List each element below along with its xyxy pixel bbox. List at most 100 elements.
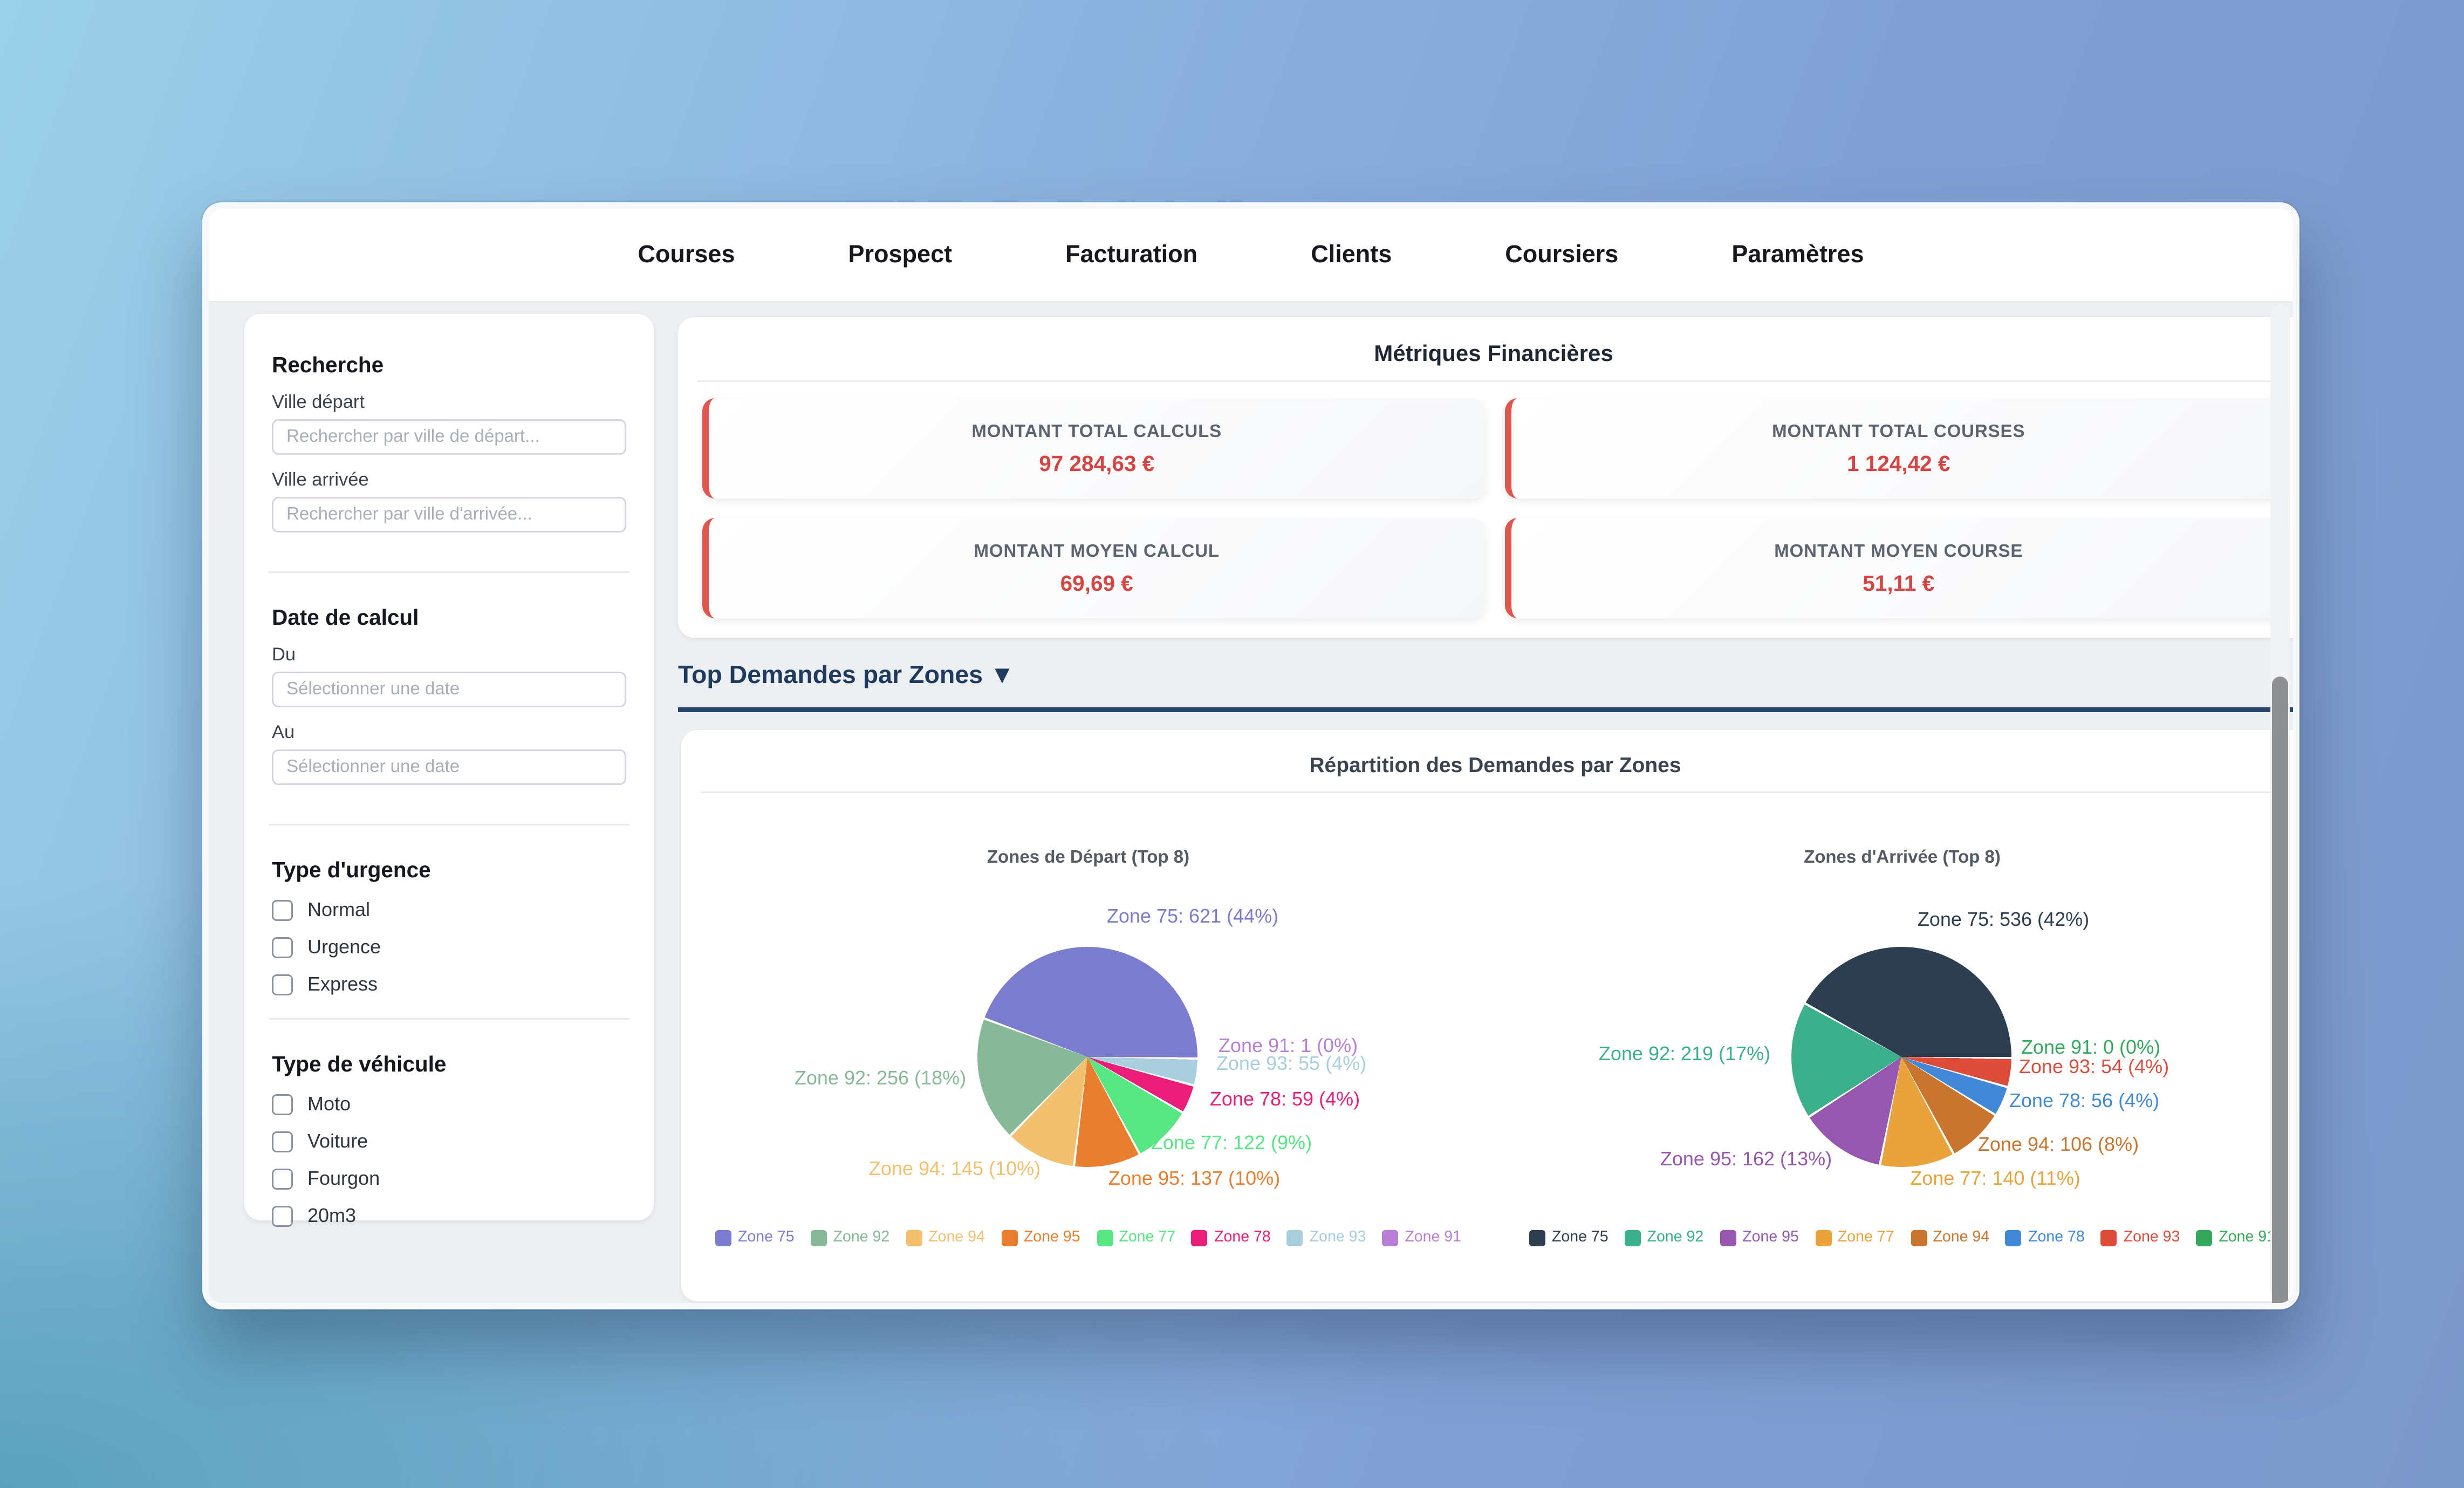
legend-label: Zone 94	[1933, 1228, 1990, 1246]
legend-swatch-icon	[1001, 1229, 1017, 1246]
legend-item-zone-94[interactable]: Zone 94	[906, 1228, 985, 1246]
legend-item-zone-78[interactable]: Zone 78	[2006, 1228, 2085, 1246]
legend-label: Zone 95	[1023, 1228, 1080, 1246]
legend-swatch-icon	[1815, 1229, 1831, 1246]
legend-item-zone-95[interactable]: Zone 95	[1720, 1228, 1799, 1246]
legend-item-zone-91[interactable]: Zone 91	[2196, 1228, 2275, 1246]
pie-label-zone-95: Zone 95: 162 (13%)	[1660, 1148, 1832, 1170]
chart-card-title: Répartition des Demandes par Zones	[1309, 753, 1681, 777]
checkbox-label: 20m3	[307, 1204, 357, 1227]
legend-swatch-icon	[715, 1229, 731, 1246]
date-au-label: Au	[272, 723, 295, 743]
legend-item-zone-75[interactable]: Zone 75	[1529, 1228, 1609, 1246]
legend-swatch-icon	[1382, 1229, 1399, 1246]
metric-value: 51,11 €	[1863, 570, 1935, 595]
date-du-label: Du	[272, 646, 296, 665]
urgence-section-title: Type d'urgence	[272, 858, 431, 882]
ville-arrivee-input[interactable]	[272, 497, 626, 533]
card-divider	[701, 791, 2290, 793]
legend-item-zone-93[interactable]: Zone 93	[2100, 1228, 2180, 1246]
sidebar-divider	[269, 1018, 629, 1020]
checkbox-row-express[interactable]: Express	[272, 973, 626, 995]
legend-item-zone-92[interactable]: Zone 92	[1624, 1228, 1703, 1246]
pie-label-zone-91: Zone 91: 0 (0%)	[2021, 1036, 2161, 1059]
checkbox-normal[interactable]	[272, 899, 293, 920]
legend-item-zone-78[interactable]: Zone 78	[1192, 1228, 1271, 1246]
nav-item-prospect[interactable]: Prospect	[848, 241, 953, 269]
metric-value: 69,69 €	[1060, 570, 1133, 595]
legend-label: Zone 95	[1742, 1228, 1799, 1246]
pie-label-zone-91: Zone 91: 1 (0%)	[1218, 1034, 1358, 1057]
nav-item-param-tres[interactable]: Paramètres	[1731, 241, 1864, 269]
checkbox-fourgon[interactable]	[272, 1168, 293, 1189]
metrics-title: Métriques Financières	[1374, 340, 1613, 366]
legend-item-zone-77[interactable]: Zone 77	[1815, 1228, 1894, 1246]
legend-swatch-icon	[810, 1229, 827, 1246]
legend-swatch-icon	[2196, 1229, 2213, 1246]
legend-swatch-icon	[1720, 1229, 1736, 1246]
checkbox-20m3[interactable]	[272, 1205, 293, 1226]
checkbox-row-moto[interactable]: Moto	[272, 1093, 626, 1115]
legend-item-zone-94[interactable]: Zone 94	[1910, 1228, 1990, 1246]
checkbox-urgence[interactable]	[272, 936, 293, 958]
pie-label-zone-78: Zone 78: 59 (4%)	[1209, 1088, 1360, 1110]
pie-label-zone-92: Zone 92: 256 (18%)	[794, 1067, 967, 1089]
checkbox-voiture[interactable]	[272, 1130, 293, 1152]
legend-swatch-icon	[2006, 1229, 2022, 1246]
legend-label: Zone 77	[1837, 1228, 1894, 1246]
metric-value: 97 284,63 €	[1039, 451, 1155, 475]
urgence-options: Normal Urgence Express	[272, 898, 626, 995]
scrollbar-thumb[interactable]	[2272, 677, 2288, 1303]
legend-item-zone-91[interactable]: Zone 91	[1382, 1228, 1461, 1246]
date-au-input[interactable]	[272, 749, 626, 785]
pie-label-zone-93: Zone 93: 54 (4%)	[2018, 1055, 2169, 1078]
date-du-input[interactable]	[272, 672, 626, 707]
legend-item-zone-77[interactable]: Zone 77	[1096, 1228, 1175, 1246]
nav-item-clients[interactable]: Clients	[1311, 241, 1392, 269]
legend-item-zone-75[interactable]: Zone 75	[715, 1228, 795, 1246]
pie-legend-arrival: Zone 75 Zone 92 Zone 95 Zone 77 Zone 94 Zone …	[1495, 1228, 2293, 1246]
charts-row: Zones de Départ (Top 8) Zone 75: 621 (44…	[681, 824, 2293, 1301]
financial-metrics-card: Métriques Financières MONTANT TOTAL CALC…	[678, 317, 2293, 638]
nav-item-coursiers[interactable]: Coursiers	[1505, 241, 1619, 269]
legend-label: Zone 93	[2123, 1228, 2180, 1246]
checkbox-row-normal[interactable]: Normal	[272, 898, 626, 921]
ville-depart-input[interactable]	[272, 419, 626, 455]
search-section-title: Recherche	[272, 353, 384, 377]
checkbox-row-fourgon[interactable]: Fourgon	[272, 1167, 626, 1190]
legend-label: Zone 91	[2219, 1228, 2275, 1246]
sidebar-divider	[269, 571, 629, 573]
nav-item-facturation[interactable]: Facturation	[1065, 241, 1198, 269]
legend-swatch-icon	[906, 1229, 922, 1246]
pie-title-departure: Zones de Départ (Top 8)	[987, 848, 1190, 868]
metric-box: MONTANT TOTAL CALCULS 97 284,63 €	[702, 398, 1485, 499]
legend-item-zone-95[interactable]: Zone 95	[1001, 1228, 1080, 1246]
legend-label: Zone 75	[1552, 1228, 1609, 1246]
nav-item-courses[interactable]: Courses	[638, 241, 735, 269]
legend-swatch-icon	[1529, 1229, 1545, 1246]
checkbox-row-voiture[interactable]: Voiture	[272, 1130, 626, 1152]
checkbox-row-20m3[interactable]: 20m3	[272, 1204, 626, 1227]
metric-box: MONTANT MOYEN CALCUL 69,69 €	[702, 518, 1485, 618]
legend-item-zone-92[interactable]: Zone 92	[810, 1228, 890, 1246]
card-divider	[697, 380, 2290, 382]
legend-label: Zone 93	[1309, 1228, 1366, 1246]
checkbox-express[interactable]	[272, 973, 293, 995]
legend-swatch-icon	[2100, 1229, 2117, 1246]
metric-grid: MONTANT TOTAL CALCULS 97 284,63 € MONTANT …	[702, 398, 2287, 618]
vertical-scrollbar[interactable]	[2270, 304, 2290, 1303]
vehicule-options: Moto Voiture Fourgon 20m3	[272, 1093, 626, 1227]
zones-section-rule	[678, 707, 2293, 712]
metric-label: MONTANT TOTAL COURSES	[1772, 421, 2025, 441]
legend-label: Zone 92	[833, 1228, 890, 1246]
pie-label-zone-94: Zone 94: 145 (10%)	[868, 1157, 1041, 1180]
checkbox-row-urgence[interactable]: Urgence	[272, 936, 626, 958]
checkbox-label: Moto	[307, 1093, 351, 1115]
checkbox-moto[interactable]	[272, 1093, 293, 1115]
legend-item-zone-93[interactable]: Zone 93	[1286, 1228, 1366, 1246]
zones-section-toggle[interactable]: Top Demandes par Zones ▼	[678, 662, 1015, 690]
sidebar-divider	[269, 824, 629, 825]
legend-swatch-icon	[1624, 1229, 1641, 1246]
legend-swatch-icon	[1910, 1229, 1927, 1246]
